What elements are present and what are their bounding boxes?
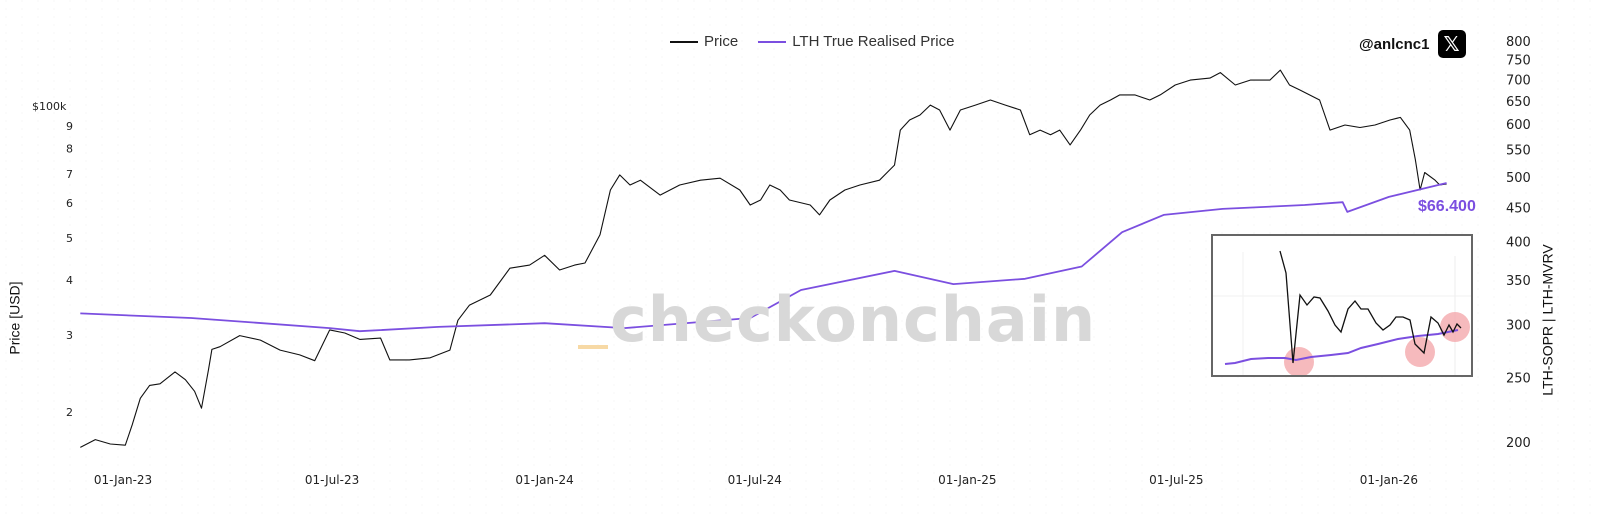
y-tick-left: 2 <box>66 406 73 419</box>
y-tick-right: 650 <box>1506 95 1531 110</box>
y-tick-right: 400 <box>1506 236 1531 251</box>
x-logo-icon: 𝕏 <box>1437 30 1466 58</box>
y-axis-label-left: Price [USD] <box>6 281 23 355</box>
y-tick-right: 200 <box>1506 436 1531 451</box>
y-tick-right: 700 <box>1506 74 1531 89</box>
series-lines <box>80 69 1447 448</box>
y-tick-left: 8 <box>66 142 73 155</box>
inset-chart <box>1213 250 1471 377</box>
y-tick-left: 9 <box>66 120 73 133</box>
highlight-circle <box>1284 347 1314 377</box>
y-tick-right: 250 <box>1506 371 1531 386</box>
highlight-circle <box>1405 337 1435 367</box>
y-tick-left: 5 <box>66 232 73 245</box>
legend-label: Price <box>704 33 739 50</box>
y-tick-left: 6 <box>66 197 73 210</box>
x-tick: 01-Jul-25 <box>1149 473 1203 487</box>
x-tick: 01-Jan-24 <box>515 473 573 487</box>
y-tick-right: 550 <box>1506 143 1531 158</box>
y-tick-left: 3 <box>66 329 73 342</box>
price-line <box>80 69 1447 448</box>
legend: Price LTH True Realised Price <box>670 33 974 50</box>
legend-item-price[interactable]: Price <box>670 33 738 50</box>
y-tick-right: 500 <box>1506 171 1531 186</box>
x-tick: 01-Jul-23 <box>305 473 359 487</box>
inset-lth-line <box>1224 329 1459 365</box>
y-tick-left: 4 <box>66 274 73 287</box>
y-tick-right: 450 <box>1506 201 1531 216</box>
y-tick-left: 7 <box>66 168 73 181</box>
y-tick-right: 300 <box>1506 319 1531 334</box>
inset-price-line <box>1279 250 1462 364</box>
y-tick-right: 600 <box>1506 118 1531 133</box>
legend-label: LTH True Realised Price <box>792 33 955 50</box>
lth-realised-price-line <box>80 182 1447 333</box>
x-tick: 01-Jul-24 <box>728 473 782 487</box>
author-handle: @anlcnc1 𝕏 <box>1359 30 1466 58</box>
y-tick-right: 350 <box>1506 274 1531 289</box>
y-axis-label-right: LTH-SOPR | LTH-MVRV <box>1539 244 1556 396</box>
watermark: checkonchain <box>610 283 1097 356</box>
x-tick: 01-Jan-26 <box>1360 473 1418 487</box>
handle-text: @anlcnc1 <box>1359 35 1430 53</box>
legend-item-lth[interactable]: LTH True Realised Price <box>758 33 954 50</box>
last-value-label: $66.400 <box>1418 198 1476 215</box>
y-tick-right: 800 <box>1506 35 1531 50</box>
legend-swatch-lth <box>758 40 787 43</box>
x-tick: 01-Jan-23 <box>94 473 152 487</box>
x-tick: 01-Jan-25 <box>938 473 996 487</box>
axis-ticks: $100k 9 8 7 6 5 4 3 2 800 750 700 650 600 550 500 450 400… <box>32 35 1531 487</box>
zoom-inset <box>1211 234 1473 377</box>
y-tick-left: $100k <box>32 100 67 113</box>
legend-swatch-price <box>670 40 698 43</box>
y-tick-right: 750 <box>1506 54 1531 69</box>
watermark-accent <box>578 345 608 349</box>
